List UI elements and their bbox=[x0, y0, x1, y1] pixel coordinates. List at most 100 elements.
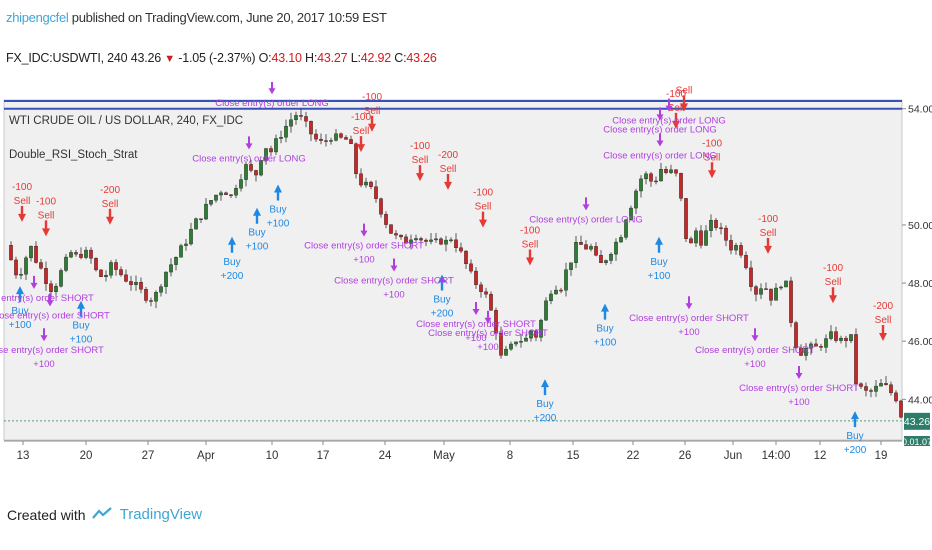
candle-up bbox=[409, 239, 413, 244]
time-tick-label: 26 bbox=[679, 450, 692, 462]
candle-down bbox=[94, 258, 98, 271]
candle-up bbox=[784, 280, 788, 288]
candle-up bbox=[504, 348, 508, 356]
time-tick-label: 13 bbox=[17, 450, 30, 462]
candle-up bbox=[449, 239, 453, 242]
candle-up bbox=[244, 164, 248, 180]
candle-down bbox=[309, 120, 313, 135]
close-arrow-icon bbox=[390, 258, 398, 272]
close-order-label: +100 bbox=[383, 289, 404, 300]
candle-down bbox=[314, 133, 318, 140]
sell-arrow-icon bbox=[879, 325, 887, 342]
ohlc-readout: FX_IDC:USDWTI, 240 43.26 ▼ -1.05 (-2.37%… bbox=[6, 51, 437, 65]
candle-up bbox=[169, 264, 173, 273]
candle-down bbox=[484, 291, 488, 295]
candle-up bbox=[639, 178, 643, 192]
candle-down bbox=[74, 252, 78, 255]
buy-arrow-icon bbox=[655, 236, 663, 253]
candle-down bbox=[114, 262, 118, 270]
candle-up bbox=[194, 218, 198, 230]
close-order-label: +100 bbox=[465, 333, 486, 344]
price-axis: 54.00 50.00 48.00 46.00 44.00 43.26 0.01.07 bbox=[902, 104, 932, 447]
sell-label: Sell bbox=[875, 315, 892, 326]
candle-up bbox=[184, 243, 188, 246]
sell-arrow-icon bbox=[680, 95, 688, 112]
sell-label: Sell bbox=[14, 196, 31, 207]
sell-label: -100 bbox=[758, 214, 778, 225]
candle-down bbox=[794, 322, 798, 349]
close-order-label: Close entry(s) order SHORT bbox=[416, 319, 536, 330]
buy-arrow-icon bbox=[438, 274, 446, 291]
sell-arrow-icon bbox=[829, 287, 837, 304]
candle-up bbox=[364, 181, 368, 186]
time-tick-label: 24 bbox=[379, 450, 392, 462]
sell-label: Sell bbox=[364, 106, 381, 117]
sell-arrow-icon bbox=[764, 237, 772, 254]
close-order-label: Close entry(s) order SHORT bbox=[0, 345, 104, 356]
candle-down bbox=[119, 269, 123, 276]
sell-arrow-icon bbox=[526, 249, 534, 266]
candle-down bbox=[789, 280, 793, 323]
sell-label: Sell bbox=[522, 239, 539, 250]
time-tick-label: Jun bbox=[724, 450, 743, 462]
candle-up bbox=[524, 337, 528, 342]
candle-up bbox=[279, 137, 283, 139]
buy-label: Buy bbox=[596, 324, 613, 335]
candle-up bbox=[709, 220, 713, 231]
candle-down bbox=[39, 262, 43, 269]
candle-down bbox=[869, 390, 873, 392]
candle-up bbox=[779, 286, 783, 289]
candle-down bbox=[229, 194, 233, 196]
close-label: C: bbox=[394, 51, 407, 65]
candle-down bbox=[599, 255, 603, 264]
sell-label: -100 bbox=[12, 182, 32, 193]
buy-arrow-icon bbox=[541, 379, 549, 396]
open-label: O: bbox=[258, 51, 272, 65]
tradingview-brand[interactable]: TradingView bbox=[119, 506, 203, 523]
candle-down bbox=[799, 347, 803, 356]
candle-down bbox=[399, 234, 403, 238]
candle-down bbox=[699, 230, 703, 246]
price-tick-label: 46.00 bbox=[908, 336, 932, 348]
candle-down bbox=[679, 173, 683, 199]
last-value: 43.26 bbox=[130, 51, 161, 65]
publish-info: published on TradingView.com, June 20, 2… bbox=[68, 10, 387, 25]
candle-up bbox=[64, 256, 68, 271]
candle-down bbox=[899, 400, 903, 418]
candle-up bbox=[539, 319, 543, 338]
close-order-label: Close entry(s) order SHORT bbox=[334, 275, 454, 286]
candle-down bbox=[594, 246, 598, 256]
candle-up bbox=[619, 237, 623, 243]
close-order-label: Close entry(s) order LONG bbox=[612, 116, 726, 127]
candle-up bbox=[264, 148, 268, 161]
candle-up bbox=[109, 262, 113, 276]
close-order-label: Close entry(s) order LONG bbox=[215, 98, 329, 109]
candle-up bbox=[759, 288, 763, 295]
buy-arrow-icon bbox=[77, 300, 85, 317]
time-tick-label: 19 bbox=[875, 450, 888, 462]
candle-up bbox=[874, 385, 878, 392]
sell-label: Sell bbox=[102, 199, 119, 210]
close-order-label: Close entry(s) order LONG bbox=[603, 150, 717, 161]
close-arrow-icon bbox=[795, 365, 803, 379]
sell-label: -200 bbox=[438, 150, 458, 161]
candle-up bbox=[809, 343, 813, 349]
candle-down bbox=[324, 140, 328, 142]
candle-up bbox=[549, 293, 553, 302]
candle-down bbox=[814, 343, 818, 347]
candle-up bbox=[514, 341, 518, 345]
candle-down bbox=[139, 281, 143, 290]
candle-up bbox=[654, 180, 658, 183]
candle-down bbox=[404, 236, 408, 244]
buy-label: +100 bbox=[648, 271, 671, 282]
candle-down bbox=[454, 239, 458, 248]
high-value: 43.27 bbox=[317, 51, 348, 65]
candle-down bbox=[144, 289, 148, 301]
author-link[interactable]: zhipengcfel bbox=[6, 10, 69, 25]
buy-label: +200 bbox=[534, 413, 557, 424]
candle-up bbox=[189, 228, 193, 245]
sell-arrow-icon bbox=[42, 220, 50, 237]
low-label: L: bbox=[350, 51, 361, 65]
